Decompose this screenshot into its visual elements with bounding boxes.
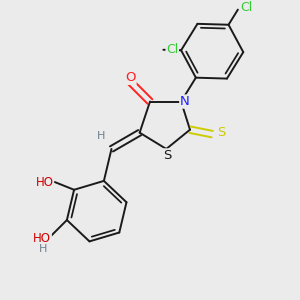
Text: H: H (97, 130, 105, 141)
Text: HO: HO (33, 232, 51, 245)
Text: O: O (125, 71, 136, 84)
Text: Cl: Cl (166, 43, 178, 56)
Text: S: S (164, 149, 172, 162)
Text: H: H (39, 244, 47, 254)
Text: S: S (217, 126, 225, 139)
Text: N: N (180, 95, 190, 108)
Text: Cl: Cl (241, 1, 253, 14)
Text: HO: HO (35, 176, 53, 189)
